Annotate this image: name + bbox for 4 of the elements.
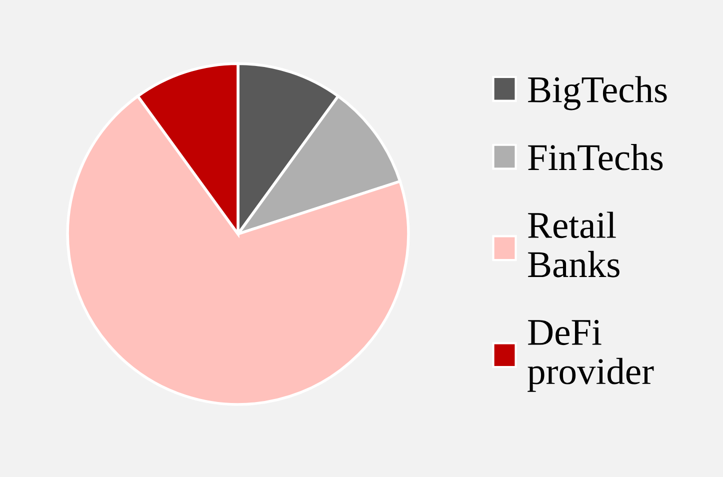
legend-label: BigTechs (528, 76, 667, 110)
legend-label: FinTechs (528, 144, 663, 170)
legend-label: DeFi provider (528, 320, 654, 392)
legend-label: Retail Banks (528, 212, 620, 278)
